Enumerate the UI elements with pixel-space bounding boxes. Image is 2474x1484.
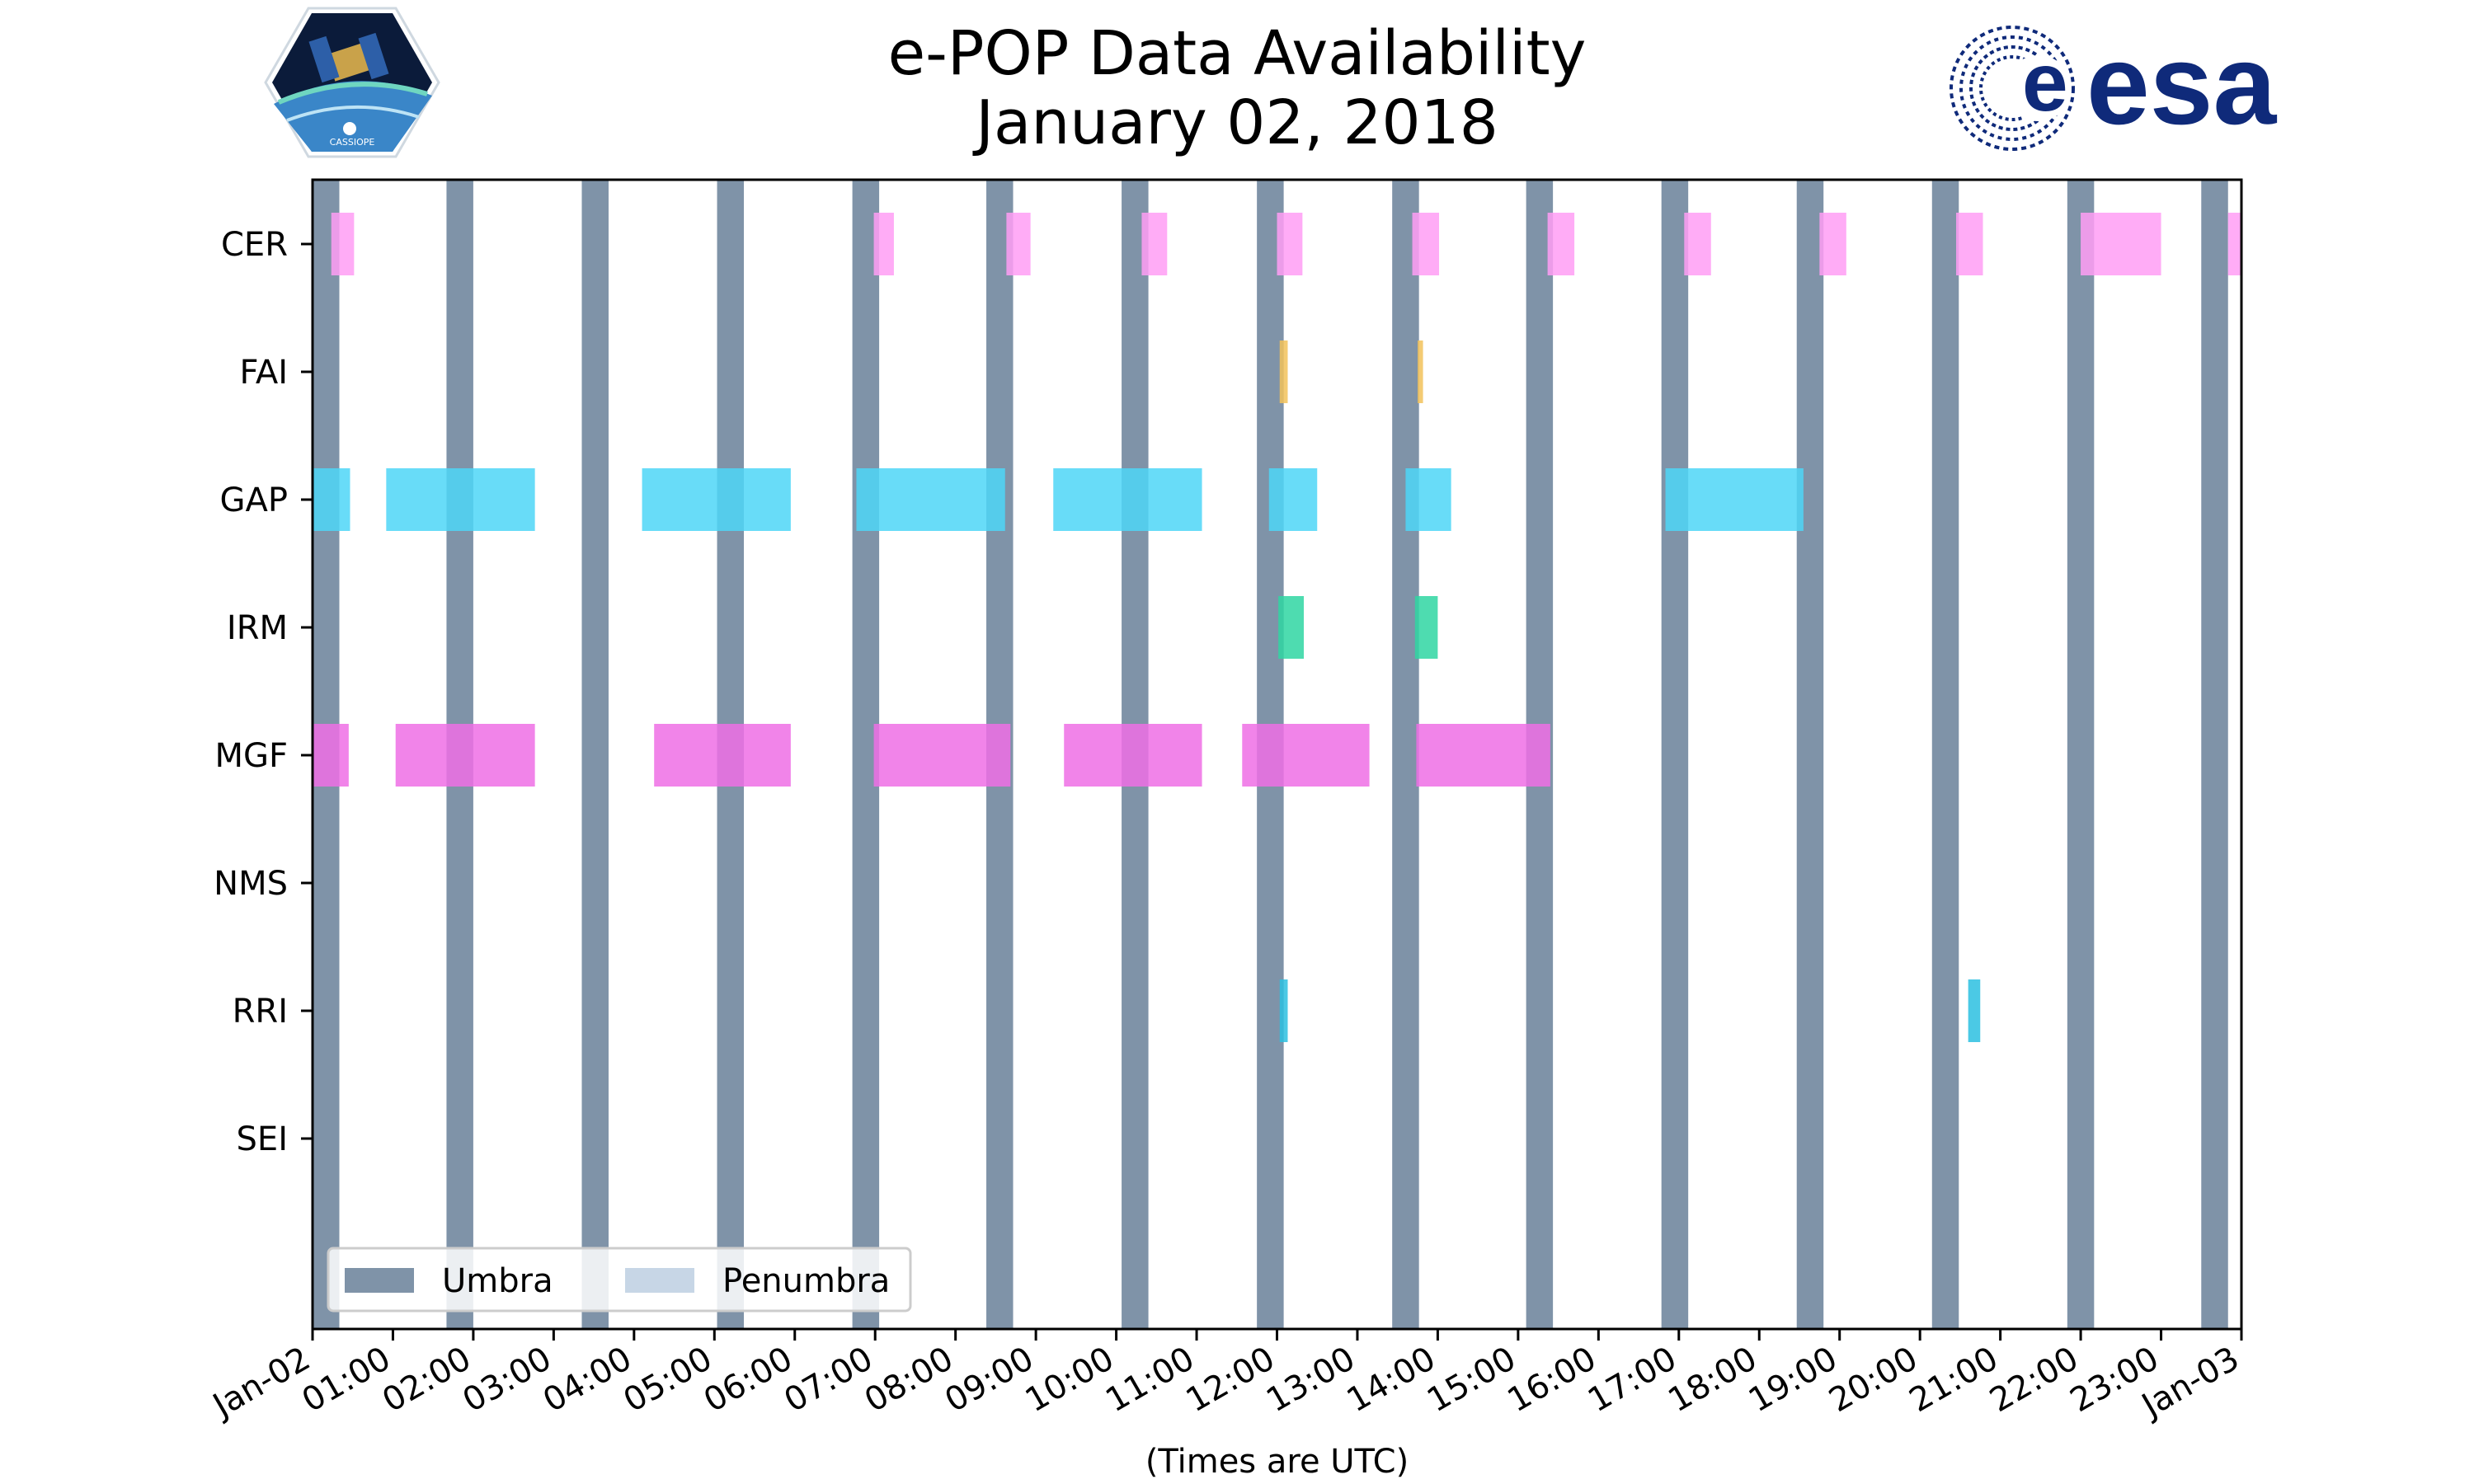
bar-gap-3 [856,468,1005,531]
x-tick-label-18: 18:00 [1662,1340,1763,1420]
chart-title-line2: January 02, 2018 [976,87,1498,158]
x-tick-label-5: 05:00 [617,1340,718,1420]
legend-label-penumbra: Penumbra [722,1262,890,1300]
x-tick-label-9: 09:00 [938,1340,1040,1420]
x-tick-label-0: Jan-02 [205,1340,317,1426]
y-tick-label-irm: IRM [227,609,288,647]
y-tick-label-rri: RRI [233,993,288,1031]
bar-mgf-3 [873,724,1011,787]
x-tick-label-10: 10:00 [1019,1340,1121,1420]
bar-gap-2 [642,468,791,531]
x-tick-label-1: 01:00 [296,1340,397,1420]
y-tick-label-mgf: MGF [214,737,288,775]
x-tick-label-11: 11:00 [1099,1340,1201,1420]
bar-mgf-4 [1064,724,1202,787]
chart-title-line1: e-POP Data Availability [887,18,1587,89]
bar-mgf-6 [1416,724,1550,787]
bar-cer-5 [1412,213,1440,275]
bar-gap-0 [313,468,350,531]
legend-box [327,1247,912,1313]
x-tick-label-12: 12:00 [1180,1340,1282,1420]
bar-rri-1 [1968,979,1981,1042]
bar-cer-8 [1819,213,1846,275]
y-axis: CER FAI GAP IRM MGF NMS RRI SEI [214,226,313,1158]
umbra-band-14 [2201,180,2228,1329]
legend-label-umbra: Umbra [442,1262,553,1300]
bar-gap-6 [1405,468,1451,531]
bar-cer-7 [1684,213,1711,275]
legend-swatch-penumbra [625,1268,694,1293]
y-tick-label-fai: FAI [240,354,289,392]
x-tick-label-7: 07:00 [778,1340,879,1420]
y-tick-label-cer: CER [221,226,288,264]
bar-cer-0 [331,213,355,275]
svg-text:e: e [2022,36,2068,129]
cassiope-logo: CASSIOPE [264,7,440,158]
bar-gap-7 [1665,468,1804,531]
x-tick-label-4: 04:00 [537,1340,638,1420]
instrument-bars [313,213,2241,1042]
x-tick-label-8: 08:00 [858,1340,960,1420]
x-tick-label-2: 02:00 [376,1340,477,1420]
x-axis: Jan-0201:0002:0003:0004:0005:0006:0007:0… [205,1329,2246,1426]
y-tick-label-sei: SEI [237,1120,288,1158]
bar-gap-5 [1268,468,1318,531]
bar-gap-1 [386,468,535,531]
umbra-band-8 [1392,180,1419,1329]
bar-cer-9 [1956,213,1983,275]
y-tick-label-nms: NMS [214,865,288,903]
legend-swatch-umbra [345,1268,414,1293]
bar-cer-11 [2227,213,2241,275]
x-tick-label-17: 17:00 [1582,1340,1683,1420]
bar-gap-4 [1053,468,1202,531]
bar-mgf-0 [313,724,349,787]
x-tick-label-22: 22:00 [1983,1340,2085,1420]
x-tick-label-20: 20:00 [1823,1340,1924,1420]
bar-cer-6 [1547,213,1575,275]
x-tick-label-14: 14:00 [1341,1340,1442,1420]
x-tick-label-3: 03:00 [457,1340,558,1420]
bar-cer-3 [1141,213,1168,275]
y-tick-label-gap: GAP [220,481,288,519]
bar-mgf-1 [395,724,535,787]
x-axis-label: (Times are UTC) [1145,1443,1409,1481]
x-tick-label-13: 13:00 [1260,1340,1362,1420]
bar-cer-1 [873,213,894,275]
cassiope-logo-text: CASSIOPE [330,137,375,148]
x-tick-label-19: 19:00 [1743,1340,1844,1420]
legend: Umbra Penumbra [327,1247,912,1313]
x-tick-label-15: 15:00 [1421,1340,1522,1420]
bar-fai-0 [1279,340,1288,403]
bar-irm-1 [1414,596,1438,659]
bar-mgf-2 [654,724,791,787]
x-tick-label-6: 06:00 [698,1340,799,1420]
esa-logo: e esa [1950,21,2277,151]
bar-cer-4 [1277,213,1303,275]
umbra-band-10 [1661,180,1689,1329]
x-tick-label-16: 16:00 [1501,1340,1602,1420]
bar-cer-10 [2081,213,2161,275]
esa-logo-text: esa [2086,21,2277,148]
x-tick-label-21: 21:00 [1903,1340,2005,1420]
bar-cer-2 [1006,213,1031,275]
bar-fai-1 [1418,340,1423,403]
bar-mgf-5 [1242,724,1370,787]
umbra-band-12 [1931,180,1959,1329]
umbra-band-13 [2067,180,2095,1329]
bar-rri-0 [1279,979,1288,1042]
bar-irm-0 [1278,596,1304,659]
umbra-band-2 [581,180,609,1329]
umbra-band-11 [1796,180,1824,1329]
